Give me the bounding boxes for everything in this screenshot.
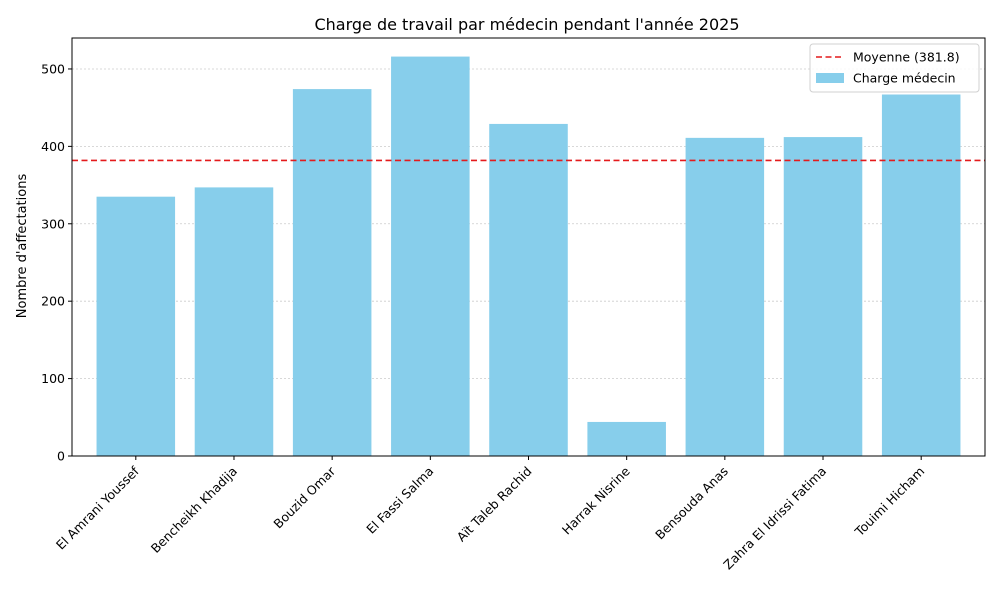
legend-label-bars: Charge médecin xyxy=(853,71,956,86)
x-tick-label: Zahra El Idrissi Fatima xyxy=(720,464,829,573)
legend-label-average: Moyenne (381.8) xyxy=(853,50,960,65)
bar xyxy=(783,137,863,456)
bar xyxy=(489,123,568,456)
y-tick-label: 400 xyxy=(41,139,65,154)
bar xyxy=(292,89,372,456)
bar xyxy=(881,94,961,456)
x-tick-label: El Amrani Youssef xyxy=(53,463,142,552)
chart-title: Charge de travail par médecin pendant l'… xyxy=(314,15,739,34)
bar xyxy=(685,137,765,456)
x-axis: El Amrani Youssef Bencheikh Khadija Bouzid… xyxy=(53,456,927,572)
bars xyxy=(96,56,961,456)
y-axis-label: Nombre d'affectations xyxy=(15,174,30,319)
bar xyxy=(587,421,666,456)
x-tick-label: El Fassi Salma xyxy=(363,464,436,537)
y-tick-label: 500 xyxy=(41,61,65,76)
legend-swatch-bars xyxy=(816,73,844,83)
x-tick-label: Bensouda Anas xyxy=(652,464,731,543)
legend-box xyxy=(809,43,980,93)
bar xyxy=(194,187,274,456)
x-tick-label: Bencheikh Khadija xyxy=(148,464,240,556)
bar xyxy=(96,196,176,456)
y-tick-label: 0 xyxy=(57,449,65,464)
legend: Moyenne (381.8) Charge médecin xyxy=(809,43,980,93)
y-tick-label: 100 xyxy=(41,371,65,386)
x-tick-label: Bouzid Omar xyxy=(270,463,338,531)
y-tick-label: 300 xyxy=(41,216,65,231)
x-tick-label: Harrak Nisrine xyxy=(559,463,633,537)
x-tick-label: Aït Taleb Rachid xyxy=(454,464,535,545)
y-tick-label: 200 xyxy=(41,294,65,309)
x-tick-label: Touimi Hicham xyxy=(851,464,927,540)
bar xyxy=(391,56,470,456)
y-axis: 0 100 200 300 400 500 xyxy=(41,61,72,464)
